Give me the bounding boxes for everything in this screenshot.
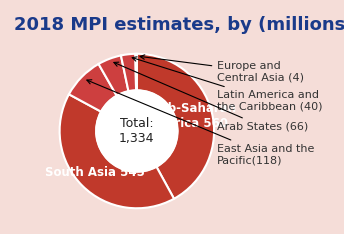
Text: South Asia 545: South Asia 545 <box>45 166 145 179</box>
Wedge shape <box>136 54 137 90</box>
Text: Europe and
Central Asia (4): Europe and Central Asia (4) <box>140 55 304 83</box>
Wedge shape <box>69 64 117 112</box>
Text: East Asia and the
Pacific(118): East Asia and the Pacific(118) <box>87 80 315 165</box>
Text: Arab States (66): Arab States (66) <box>114 62 309 132</box>
Text: Sub-Saharan
Africa 560: Sub-Saharan Africa 560 <box>151 102 237 130</box>
Wedge shape <box>60 94 174 208</box>
Text: 2018 MPI estimates, by (millions): 2018 MPI estimates, by (millions) <box>14 16 344 34</box>
Wedge shape <box>121 54 136 91</box>
Wedge shape <box>137 54 214 199</box>
Text: Latin America and
the Caribbean (40): Latin America and the Caribbean (40) <box>132 57 323 112</box>
Wedge shape <box>99 55 128 96</box>
Circle shape <box>96 90 178 172</box>
Text: Total:
1,334: Total: 1,334 <box>119 117 154 145</box>
